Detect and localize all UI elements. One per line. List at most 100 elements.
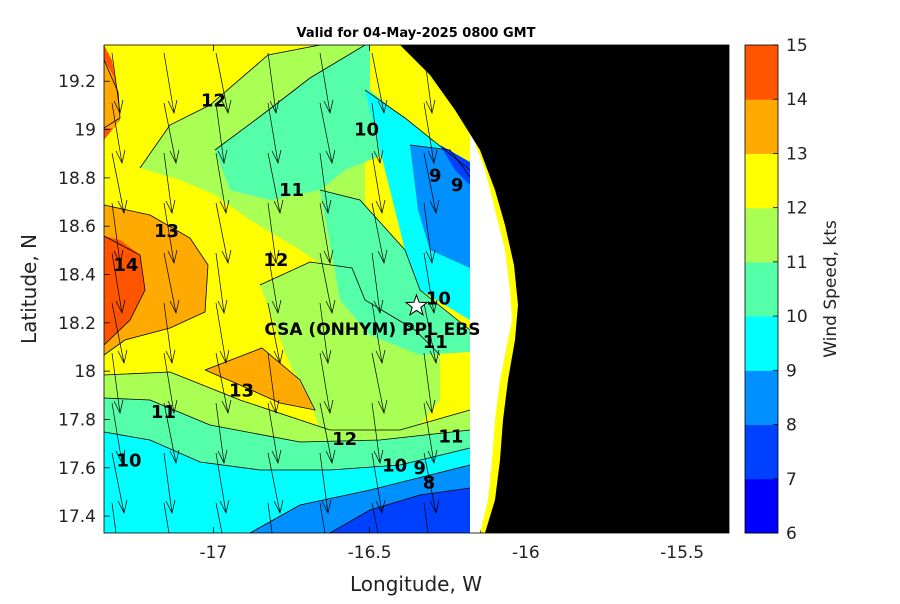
wind-arrow-head (425, 399, 436, 415)
wind-arrow (319, 352, 331, 414)
contour-label: 10 (354, 120, 379, 141)
chart-title: Valid for 04-May-2025 0800 GMT (297, 26, 536, 41)
wind-arrow-head (271, 149, 282, 165)
contour-lines (104, 45, 501, 533)
contour-label: 8 (423, 472, 436, 493)
wind-arrow (267, 152, 281, 214)
y-axis-label: Latitude, N (17, 234, 41, 344)
land-mass (400, 45, 729, 533)
y-tick-label: 17.6 (58, 459, 96, 479)
wind-arrow (371, 402, 381, 464)
contour-label: 14 (113, 255, 138, 276)
wind-arrow-head (429, 199, 440, 215)
wind-arrow (423, 352, 433, 414)
plot-frame (103, 44, 730, 534)
colorbar-tick-label: 10 (786, 307, 808, 327)
colorbar-tick-label: 8 (786, 416, 797, 436)
wind-arrow-head (325, 149, 336, 165)
wind-arrow (267, 202, 277, 264)
wind-arrow (371, 152, 383, 214)
wind-arrow-head (117, 199, 128, 215)
band-10-11-north (215, 45, 405, 200)
colorbar-tick-label: 7 (786, 470, 797, 490)
wind-arrow (215, 152, 227, 214)
wind-arrow (215, 452, 227, 514)
colorbar-label: Wind Speed, kts (821, 220, 841, 358)
wind-arrow-head (273, 499, 284, 515)
wind-arrow (319, 502, 326, 533)
wind-arrow-head (427, 299, 438, 315)
wind-arrow-head (375, 349, 386, 365)
colorbar-swatch (745, 316, 778, 371)
contour-label: 11 (151, 402, 176, 423)
wind-arrow (163, 502, 170, 533)
wind-arrow-head (321, 349, 332, 365)
wind-arrow (111, 202, 121, 264)
wind-arrow (423, 102, 435, 164)
wind-arrow-head (221, 249, 232, 265)
wind-arrow (111, 352, 121, 414)
band-13-14-south (205, 348, 315, 410)
colorbar-swatch (745, 424, 778, 480)
contour-label: 11 (423, 332, 448, 353)
wind-arrow (111, 452, 125, 514)
contour-label: 11 (279, 180, 304, 201)
wind-arrow (215, 202, 229, 264)
wind-arrow-head (221, 99, 232, 115)
wind-arrow-head (117, 349, 128, 365)
wind-arrow-head (217, 299, 228, 315)
contour-label: 12 (201, 91, 226, 112)
wind-arrow-head (377, 249, 388, 265)
wind-arrow (371, 452, 383, 514)
wind-arrow (111, 502, 117, 533)
wind-arrow (215, 352, 229, 414)
wind-arrow (163, 152, 173, 214)
colorbar-swatch (745, 45, 778, 100)
wind-arrow (423, 152, 437, 214)
wind-arrow (319, 102, 333, 164)
wind-arrow-head (113, 99, 124, 115)
wind-arrow-head (377, 399, 388, 415)
wind-arrow (111, 152, 125, 214)
contour-label: 10 (382, 455, 407, 476)
wind-arrow-head (115, 449, 126, 465)
wind-arrow-head (221, 399, 232, 415)
band-11-12-center (260, 262, 440, 450)
wind-arrow-head (321, 499, 332, 515)
wind-arrow (163, 402, 177, 464)
y-tick-label: 19.2 (58, 72, 96, 92)
station-star-icon (404, 293, 429, 316)
wind-arrow (163, 102, 177, 164)
wind-arrow-head (269, 399, 280, 415)
colorbar-swatch (745, 370, 778, 426)
y-tick-label: 19 (74, 121, 96, 141)
wind-arrow (423, 302, 437, 364)
wind-arrow (371, 502, 379, 533)
wind-arrow-head (377, 99, 388, 115)
contour-label: 12 (263, 250, 288, 271)
wind-arrow-head (427, 449, 438, 465)
band-14-15-west (104, 236, 145, 345)
wind-arrow-head (219, 349, 230, 365)
wind-arrow-head (219, 199, 230, 215)
colorbar-tick-label: 13 (786, 144, 808, 164)
wind-arrow (163, 352, 175, 414)
wind-arrow (111, 252, 123, 314)
wind-arrow-head (373, 149, 384, 165)
band-7-8-south (330, 488, 470, 533)
wind-arrow (215, 252, 225, 314)
colorbar-swatch (745, 478, 778, 534)
wind-arrow-head (114, 550, 123, 563)
wind-arrow-head (429, 499, 440, 515)
coast-edge (470, 330, 478, 533)
wind-arrow-head (269, 99, 280, 115)
wind-arrow-head (323, 399, 334, 415)
wind-arrow-head (373, 299, 384, 315)
contour-label: 11 (438, 426, 463, 447)
wind-arrow (267, 452, 281, 514)
wind-arrow (267, 302, 281, 364)
y-tick-label: 18.8 (58, 169, 96, 189)
wind-arrow (423, 502, 429, 533)
y-tick-label: 18.4 (58, 266, 96, 286)
